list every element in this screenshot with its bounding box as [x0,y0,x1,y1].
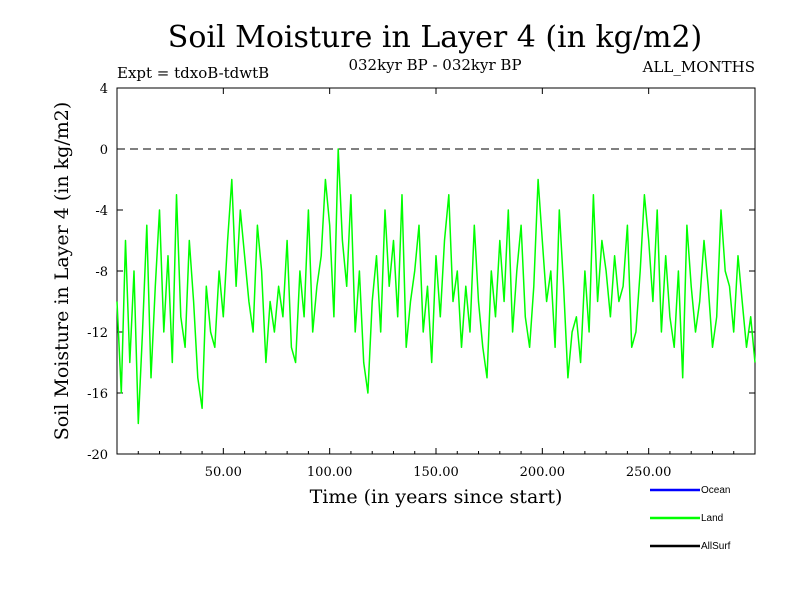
legend: Ocean Land AllSurf [650,485,731,552]
x-tick-label: 250.00 [626,465,672,480]
x-axis-label: Time (in years since start) [310,486,563,508]
series-layer [116,148,756,425]
y-tick-label: 0 [100,143,108,158]
y-tick-label: -20 [87,448,108,463]
x-tick-label: 50.00 [205,465,242,480]
legend-label-ocean: Ocean [701,485,730,496]
y-tick-label: 4 [100,82,108,97]
chart-subtitle-right: ALL_MONTHS [642,58,755,76]
x-tick-label: 100.00 [307,465,353,480]
series-line-land [116,148,756,425]
x-axis-ticks: 50.00 100.00 150.00 200.00 250.00 [137,88,735,480]
chart-title: Soil Moisture in Layer 4 (in kg/m2) [168,20,702,55]
y-tick-label: -8 [95,265,108,280]
y-axis-label: Soil Moisture in Layer 4 (in kg/m2) [51,102,73,441]
y-tick-label: -16 [87,387,108,402]
y-tick-label: -4 [95,204,108,219]
chart-subtitle-left: Expt = tdxoB-tdwtB [117,64,269,82]
chart-subtitle-center: 032kyr BP - 032kyr BP [348,56,521,74]
legend-label-allsurf: AllSurf [701,541,731,552]
legend-label-land: Land [701,513,723,524]
x-tick-label: 150.00 [413,465,459,480]
x-tick-label: 200.00 [520,465,566,480]
y-axis-ticks: 4 0 -4 -8 -12 -16 -20 [87,82,755,463]
y-tick-label: -12 [87,326,108,341]
